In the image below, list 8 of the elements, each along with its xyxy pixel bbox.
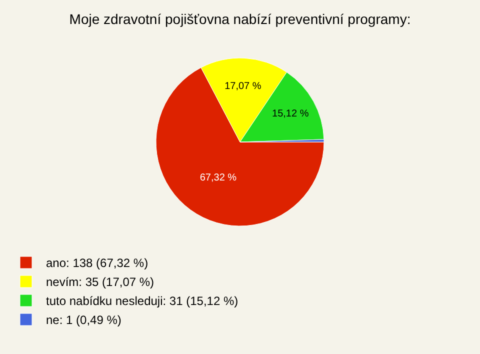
legend-label: nevím: 35 (17,07 %) <box>46 275 154 290</box>
chart-title: Moje zdravotní pojišťovna nabízí preventivní programy: <box>69 10 411 27</box>
data-label: 15,12 % <box>272 108 309 120</box>
legend-label: ne: 1 (0,49 %) <box>46 313 122 328</box>
data-label: 67,32 % <box>200 172 237 184</box>
legend-label: ano: 138 (67,32 %) <box>46 256 148 270</box>
legend-label: tuto nabídku nesleduji: 31 (15,12 %) <box>46 294 238 308</box>
data-label: 17,07 % <box>224 80 262 92</box>
